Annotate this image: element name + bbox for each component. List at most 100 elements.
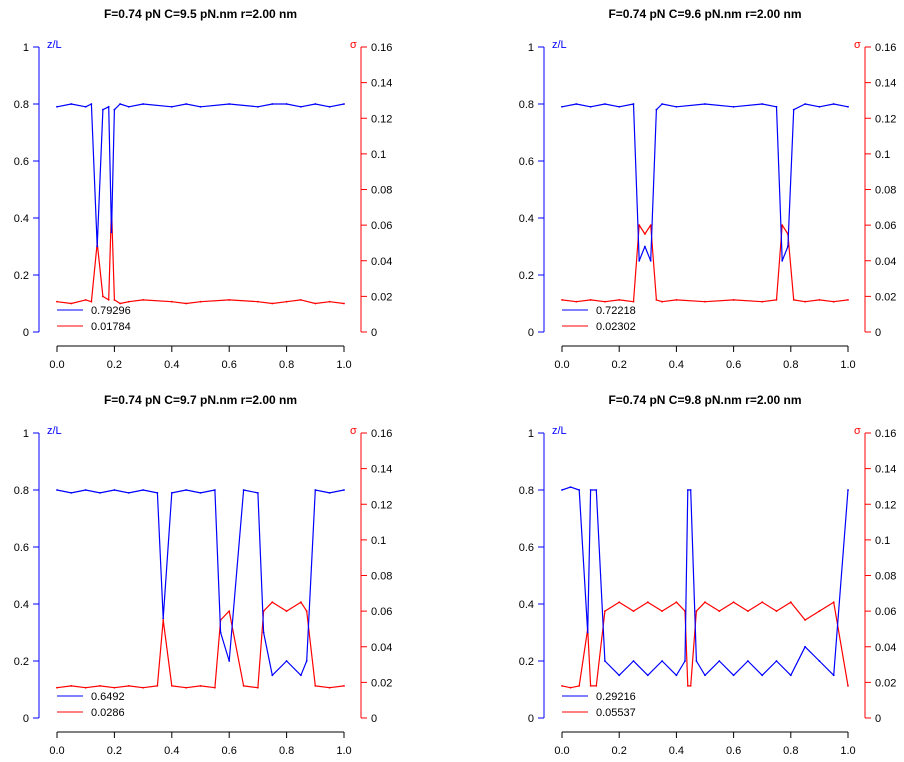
right-tick-label: 0 (875, 327, 881, 339)
chart-title: F=0.74 pN C=9.7 pN.nm r=2.00 nm (104, 393, 297, 407)
left-axis-label: z/L (47, 425, 62, 437)
point-zl (84, 105, 87, 108)
point-zl (661, 660, 663, 662)
point-sigma (343, 685, 345, 687)
right-tick-label: 0.12 (371, 499, 392, 511)
point-zl (689, 489, 692, 491)
x-tick-label: 0.2 (612, 359, 627, 371)
left-tick-label: 1 (528, 42, 534, 54)
point-zl (70, 103, 73, 105)
x-tick-label: 0.0 (554, 745, 569, 757)
right-tick-label: 0.02 (875, 291, 896, 303)
right-tick-label: 0.14 (371, 464, 392, 476)
left-tick-label: 0.2 (519, 270, 534, 282)
point-sigma (632, 610, 635, 612)
point-sigma (632, 300, 635, 303)
point-sigma (732, 299, 735, 301)
point-zl (686, 489, 689, 491)
point-zl (285, 103, 288, 105)
right-tick-label: 0.16 (371, 428, 392, 440)
right-tick-label: 0.06 (371, 606, 392, 618)
chart-panel-3: F=0.74 pN C=9.7 pN.nm r=2.00 nm 0 0.2 0.4 0.… (14, 393, 393, 757)
point-zl (618, 105, 621, 108)
point-zl (70, 492, 73, 494)
point-zl (561, 105, 563, 108)
point-zl (589, 489, 592, 491)
point-zl (56, 489, 58, 491)
point-sigma (242, 685, 245, 687)
point-zl (618, 674, 621, 677)
right-tick-label: 0.08 (875, 571, 896, 583)
point-zl (747, 660, 749, 662)
right-tick-label: 0.04 (371, 256, 392, 268)
right-axis-label: σ (854, 425, 861, 437)
point-zl (314, 103, 317, 105)
right-tick-label: 0.06 (875, 606, 896, 618)
right-tick-label: 0 (875, 713, 881, 725)
left-tick-label: 1 (23, 42, 29, 54)
point-sigma (604, 610, 606, 612)
point-zl (646, 674, 649, 677)
right-axis-label: σ (854, 39, 861, 51)
point-zl (675, 674, 678, 677)
point-sigma (618, 299, 621, 301)
point-zl (818, 105, 821, 108)
point-sigma (56, 686, 58, 689)
point-sigma (595, 685, 598, 687)
point-zl (305, 660, 308, 662)
point-sigma (285, 610, 288, 612)
x-tick-label: 0.8 (279, 745, 294, 757)
point-sigma (832, 601, 835, 604)
right-tick-label: 0.14 (875, 78, 896, 90)
point-zl (199, 492, 202, 494)
point-zl (102, 108, 104, 111)
point-sigma (271, 302, 274, 305)
left-tick-label: 0.2 (14, 656, 29, 668)
left-tick-label: 0.8 (519, 485, 534, 497)
point-zl (84, 489, 87, 491)
point-zl (162, 617, 165, 620)
x-tick-label: 0.6 (222, 745, 237, 757)
right-tick-label: 0 (371, 713, 377, 725)
right-tick-label: 0.12 (875, 499, 896, 511)
point-sigma (695, 610, 698, 612)
left-axis-label: z/L (47, 39, 62, 51)
point-sigma (789, 601, 792, 604)
point-zl (761, 674, 764, 677)
legend-label-sigma: 0.05537 (596, 707, 636, 719)
point-zl (787, 245, 789, 248)
point-zl (595, 489, 598, 491)
point-zl (632, 660, 635, 662)
right-tick-label: 0.14 (371, 78, 392, 90)
point-zl (96, 245, 99, 248)
chart-panel-1: F=0.74 pN C=9.5 pN.nm r=2.00 nm 0 0.2 0.4 0.… (14, 7, 393, 371)
right-tick-label: 0.16 (875, 428, 896, 440)
right-tick-label: 0.06 (371, 220, 392, 232)
point-sigma (575, 300, 578, 303)
x-tick-label: 0.6 (222, 359, 237, 371)
point-sigma (618, 601, 621, 604)
point-zl (257, 105, 259, 108)
x-tick-label: 0.0 (49, 359, 64, 371)
point-zl (214, 489, 216, 491)
chart-title: F=0.74 pN C=9.6 pN.nm r=2.00 nm (608, 7, 801, 21)
point-zl (185, 489, 188, 491)
point-sigma (649, 224, 652, 227)
point-sigma (761, 300, 764, 303)
point-zl (655, 108, 658, 111)
right-tick-label: 0.1 (371, 535, 386, 547)
point-sigma (214, 686, 216, 689)
point-zl (262, 631, 265, 634)
point-sigma (127, 685, 130, 687)
left-tick-label: 0.6 (519, 156, 534, 168)
point-sigma (199, 685, 202, 687)
point-sigma (561, 685, 563, 687)
right-tick-label: 0.04 (371, 642, 392, 654)
series-line-sigma (56, 206, 345, 305)
point-sigma (113, 299, 116, 301)
point-sigma (199, 300, 202, 303)
point-zl (575, 103, 578, 105)
x-tick-label: 0.0 (49, 745, 64, 757)
point-zl (228, 103, 231, 105)
